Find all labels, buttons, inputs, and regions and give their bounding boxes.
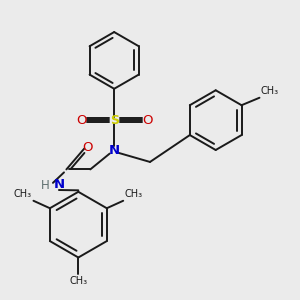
Text: H: H xyxy=(41,179,50,192)
Text: N: N xyxy=(109,143,120,157)
Text: S: S xyxy=(110,114,119,127)
Text: CH₃: CH₃ xyxy=(261,86,279,96)
Text: O: O xyxy=(142,114,152,127)
Text: CH₃: CH₃ xyxy=(125,189,143,199)
Text: CH₃: CH₃ xyxy=(69,276,87,286)
Text: N: N xyxy=(53,178,64,191)
Text: O: O xyxy=(82,140,92,154)
Text: CH₃: CH₃ xyxy=(14,189,32,199)
Text: O: O xyxy=(76,114,87,127)
